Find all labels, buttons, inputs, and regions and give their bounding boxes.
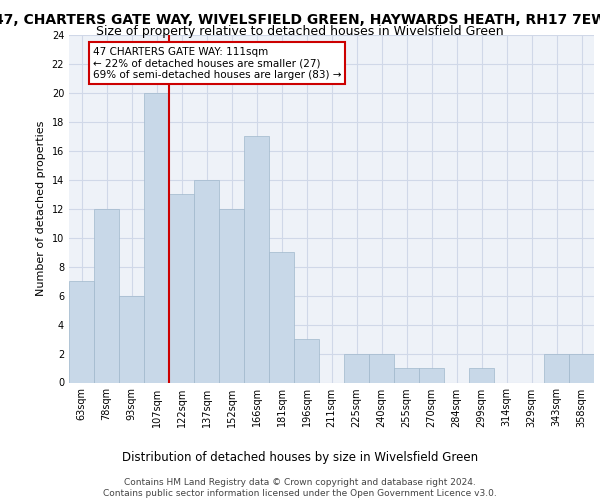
Bar [94, 209, 119, 382]
Y-axis label: Number of detached properties: Number of detached properties [36, 121, 46, 296]
Bar [119, 296, 144, 382]
Bar [294, 339, 319, 382]
Bar [344, 354, 369, 382]
Bar [394, 368, 419, 382]
Bar [169, 194, 194, 382]
Text: Contains HM Land Registry data © Crown copyright and database right 2024.
Contai: Contains HM Land Registry data © Crown c… [103, 478, 497, 498]
Bar [469, 368, 494, 382]
Bar [419, 368, 444, 382]
Bar [194, 180, 219, 382]
Bar [219, 209, 244, 382]
Bar [144, 93, 169, 382]
Bar [69, 281, 94, 382]
Text: 47 CHARTERS GATE WAY: 111sqm
← 22% of detached houses are smaller (27)
69% of se: 47 CHARTERS GATE WAY: 111sqm ← 22% of de… [93, 46, 341, 80]
Text: 47, CHARTERS GATE WAY, WIVELSFIELD GREEN, HAYWARDS HEATH, RH17 7EW: 47, CHARTERS GATE WAY, WIVELSFIELD GREEN… [0, 12, 600, 26]
Bar [269, 252, 294, 382]
Bar [569, 354, 594, 382]
Bar [369, 354, 394, 382]
Text: Distribution of detached houses by size in Wivelsfield Green: Distribution of detached houses by size … [122, 451, 478, 464]
Text: Size of property relative to detached houses in Wivelsfield Green: Size of property relative to detached ho… [96, 25, 504, 38]
Bar [544, 354, 569, 382]
Bar [244, 136, 269, 382]
